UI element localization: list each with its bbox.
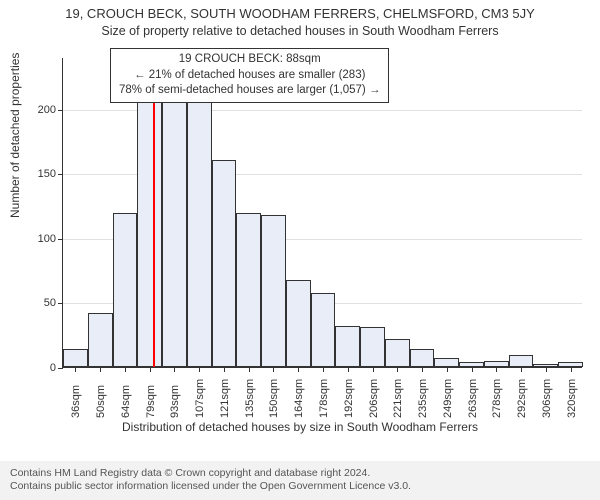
infobox-line-smaller: ← 21% of detached houses are smaller (28… <box>119 68 380 84</box>
histogram-bar <box>63 349 88 367</box>
y-tick-label: 100 <box>0 233 56 245</box>
y-tick-label: 0 <box>0 362 56 374</box>
x-tick-mark <box>397 367 398 372</box>
x-tick-mark <box>150 367 151 372</box>
x-tick-mark <box>496 367 497 372</box>
histogram-bar <box>335 326 360 367</box>
x-tick-mark <box>249 367 250 372</box>
x-tick-mark <box>273 367 274 372</box>
x-tick-mark <box>546 367 547 372</box>
x-tick-mark <box>224 367 225 372</box>
histogram-bar <box>236 213 261 367</box>
y-tick-mark <box>58 303 63 304</box>
plot-area <box>62 58 582 368</box>
x-tick-mark <box>571 367 572 372</box>
histogram-chart: Number of detached properties Distributi… <box>0 44 600 436</box>
y-tick-label: 150 <box>0 168 56 180</box>
y-tick-mark <box>58 174 63 175</box>
histogram-bar <box>509 355 534 367</box>
x-tick-mark <box>521 367 522 372</box>
x-tick-mark <box>472 367 473 372</box>
page-subtitle: Size of property relative to detached ho… <box>0 21 600 38</box>
x-tick-mark <box>298 367 299 372</box>
x-tick-mark <box>422 367 423 372</box>
summary-infobox: 19 CROUCH BECK: 88sqm ← 21% of detached … <box>110 48 389 103</box>
histogram-bar <box>385 339 410 367</box>
histogram-bar <box>434 358 459 367</box>
infobox-line-larger: 78% of semi-detached houses are larger (… <box>119 83 380 99</box>
y-tick-label: 200 <box>0 104 56 116</box>
x-tick-mark <box>323 367 324 372</box>
x-tick-mark <box>199 367 200 372</box>
x-tick-mark <box>447 367 448 372</box>
y-tick-mark <box>58 239 63 240</box>
histogram-bar <box>261 215 286 367</box>
x-tick-mark <box>174 367 175 372</box>
footer-line-1: Contains HM Land Registry data © Crown c… <box>10 467 590 481</box>
footer-line-2: Contains public sector information licen… <box>10 480 590 494</box>
histogram-bar <box>410 349 435 367</box>
x-tick-mark <box>75 367 76 372</box>
histogram-bar <box>187 96 212 367</box>
histogram-bar <box>286 280 311 367</box>
property-marker-line <box>153 58 155 367</box>
histogram-bar <box>360 327 385 367</box>
histogram-bar <box>113 213 138 367</box>
page-title: 19, CROUCH BECK, SOUTH WOODHAM FERRERS, … <box>0 0 600 21</box>
histogram-bar <box>88 313 113 367</box>
y-tick-mark <box>58 110 63 111</box>
y-tick-mark <box>58 368 63 369</box>
y-axis-label: Number of detached properties <box>8 53 22 218</box>
histogram-bar <box>311 293 336 367</box>
y-tick-label: 50 <box>0 297 56 309</box>
histogram-bar <box>212 160 237 367</box>
x-axis-label: Distribution of detached houses by size … <box>0 420 600 434</box>
x-tick-mark <box>348 367 349 372</box>
x-tick-mark <box>100 367 101 372</box>
x-tick-mark <box>373 367 374 372</box>
histogram-bar <box>137 84 162 367</box>
footer-attribution: Contains HM Land Registry data © Crown c… <box>0 461 600 500</box>
x-tick-mark <box>125 367 126 372</box>
histogram-bar <box>162 69 187 367</box>
infobox-line-property: 19 CROUCH BECK: 88sqm <box>119 52 380 68</box>
